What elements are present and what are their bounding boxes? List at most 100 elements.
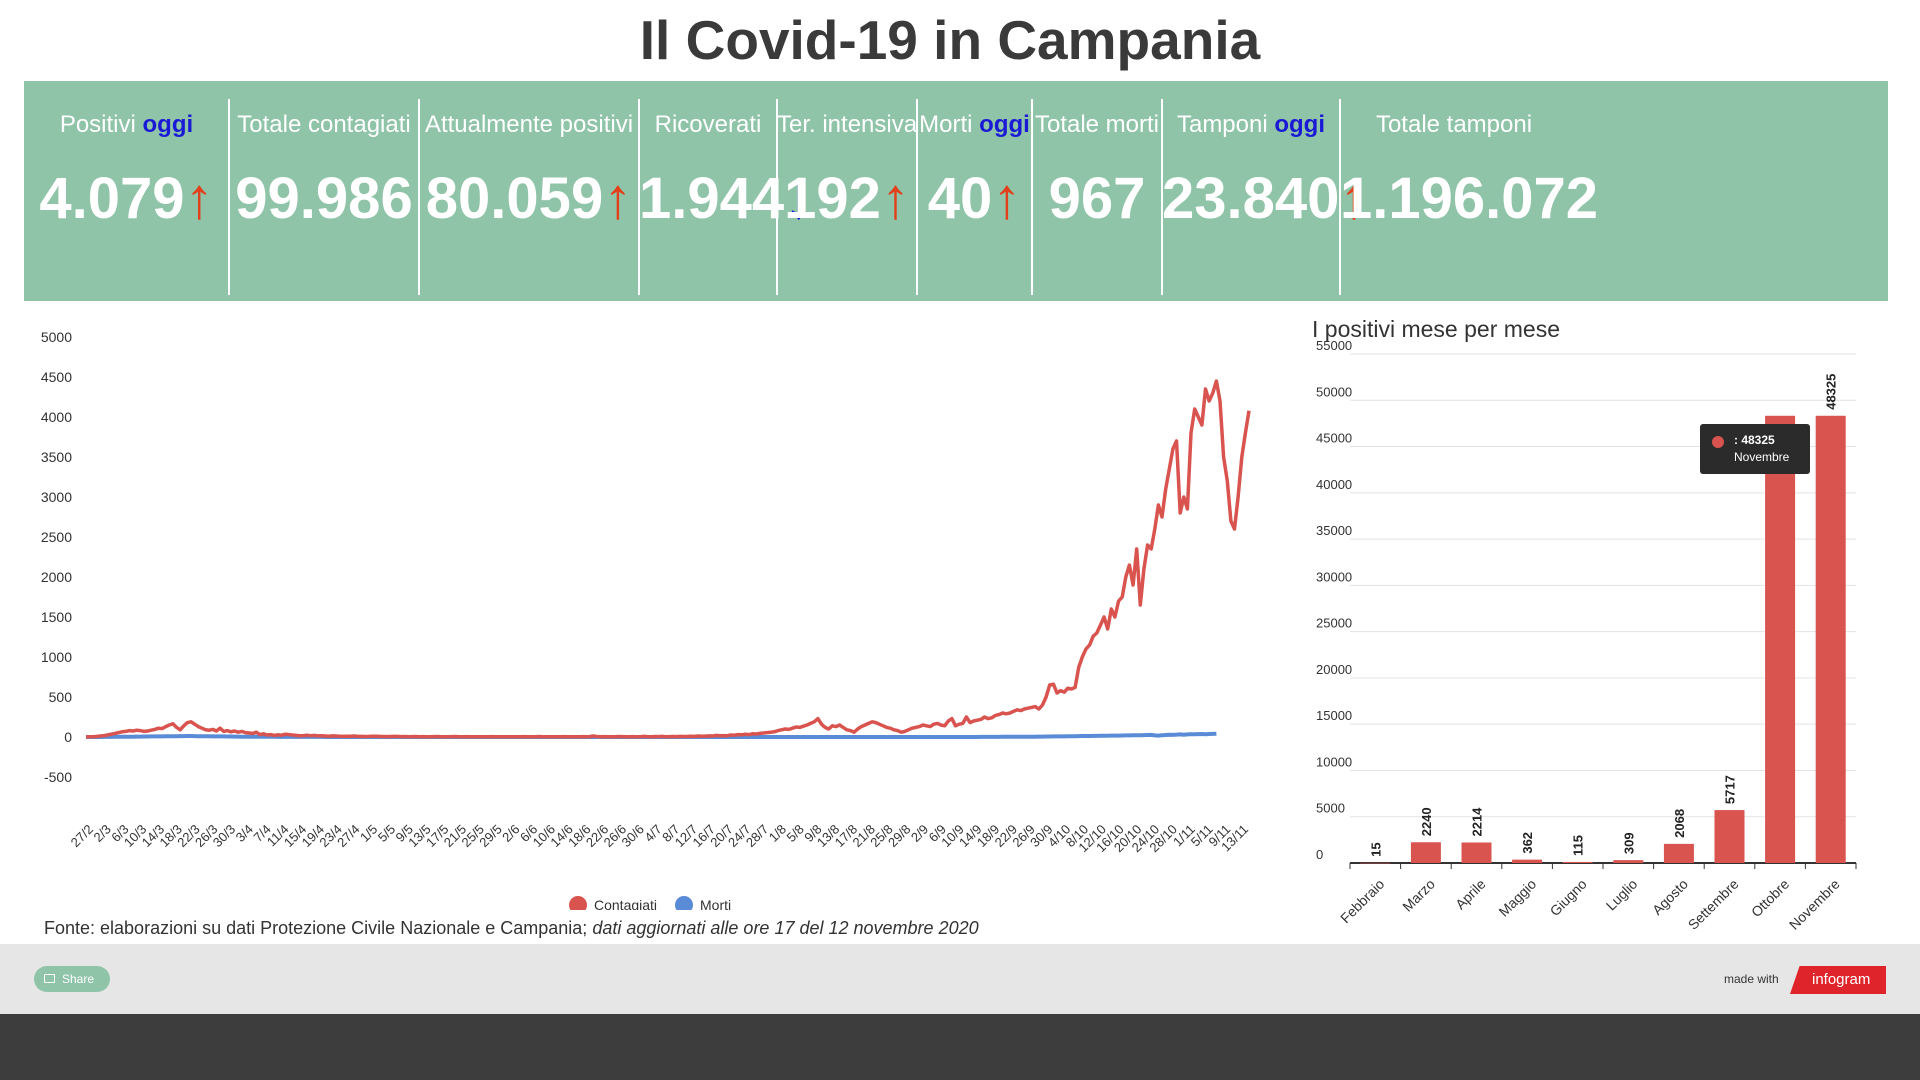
stat-oggi-label: oggi <box>1274 111 1326 138</box>
stat-1: Totale contagiati 99.986 <box>229 81 419 301</box>
stat-label: Ter. intensiva <box>777 111 917 139</box>
stat-value-text: 40 <box>927 166 993 231</box>
y-tick-label: 3000 <box>41 489 72 505</box>
y-tick-label: -500 <box>44 769 72 785</box>
bar-marzo <box>1410 842 1441 863</box>
stat-label: Totale contagiati <box>229 111 419 139</box>
stat-value-text: 80.059 <box>425 166 604 231</box>
y-tick-label: 5000 <box>1316 801 1345 816</box>
monthly-bar-chart: 0 5000 10000 15000 20000 25000 30000 35000 40000… <box>1316 338 1857 933</box>
bar-data-label: 309 <box>1621 832 1636 854</box>
x-category-label: Settembre <box>1685 876 1742 933</box>
tooltip-category: Novembre <box>1734 450 1790 464</box>
share-button[interactable]: Share <box>34 966 110 992</box>
footer-bar: Share made with infogram <box>0 944 1920 1014</box>
y-tick-label: 2500 <box>41 529 72 545</box>
y-tick-label: 20000 <box>1316 662 1352 677</box>
stat-7: Tamponi oggi 23.840↑ <box>1162 81 1368 301</box>
tooltip-dot <box>1712 436 1724 448</box>
legend-label: Morti <box>700 897 731 910</box>
y-tick-label: 35000 <box>1316 523 1352 538</box>
stat-value-text: 192 <box>784 166 881 231</box>
stat-label-text: Ricoverati <box>654 111 762 138</box>
stat-label: Ricoverati <box>639 111 777 139</box>
source-note: Fonte: elaborazioni su dati Protezione C… <box>44 918 979 939</box>
stat-label: Totale tamponi <box>1340 111 1568 139</box>
bar-data-label: 2240 <box>1419 807 1434 836</box>
stat-value: 80.059↑ <box>419 165 639 232</box>
stat-value-text: 23.840 <box>1162 166 1340 231</box>
stat-value-text: 967 <box>1048 166 1146 231</box>
stat-4: Ter. intensiva 192↑ <box>777 81 917 301</box>
x-category-label: Novembre <box>1786 876 1843 933</box>
stat-separator <box>418 99 420 295</box>
stat-value: 1.196.072 <box>1340 165 1598 232</box>
stat-label-text: Morti <box>919 111 973 138</box>
y-tick-label: 0 <box>64 729 72 745</box>
y-tick-label: 45000 <box>1316 431 1352 446</box>
bar-data-label: 5717 <box>1723 775 1738 804</box>
arrow-up-icon: ↑ <box>992 166 1022 231</box>
made-with-text: made with <box>1724 972 1779 986</box>
stat-label-text: Ter. intensiva <box>777 111 918 138</box>
stat-value: 40↑ <box>917 165 1032 232</box>
x-category-label: Maggio <box>1495 876 1539 920</box>
arrow-up-icon: ↑ <box>184 166 214 231</box>
y-tick-label: 10000 <box>1316 754 1352 769</box>
stat-oggi-label: oggi <box>979 111 1030 138</box>
bottom-bar <box>0 1014 1920 1080</box>
stat-value: 1.944↓ <box>639 165 813 232</box>
stat-value: 192↑ <box>777 165 917 232</box>
legend-marker-morti <box>675 896 693 910</box>
bar-agosto <box>1663 843 1694 863</box>
bar-tooltip: : 48325 Novembre <box>1700 424 1810 474</box>
stat-value: 99.986 <box>229 165 419 232</box>
stat-3: Ricoverati 1.944↓ <box>639 81 813 301</box>
stat-separator <box>1161 99 1163 295</box>
y-tick-label: 30000 <box>1316 569 1352 584</box>
stat-value-text: 1.196.072 <box>1340 166 1599 231</box>
y-tick-label: 500 <box>49 689 73 705</box>
bar-aprile <box>1461 842 1492 863</box>
stat-value-text: 99.986 <box>235 166 413 231</box>
source-text: Fonte: elaborazioni su dati Protezione C… <box>44 918 588 938</box>
bar-data-label: 2214 <box>1470 807 1485 837</box>
stat-separator <box>638 99 640 295</box>
x-category-label: Luglio <box>1603 876 1641 914</box>
stat-label: Tamponi oggi <box>1162 111 1340 139</box>
bar-giugno <box>1562 861 1593 863</box>
legend-label: Contagiati <box>594 897 657 910</box>
daily-line-chart: -500 0 500 1000 1500 2000 2500 3000 3500 4000 4500… <box>41 329 1251 910</box>
bar-settembre <box>1714 810 1745 863</box>
bar-maggio <box>1512 859 1543 863</box>
stat-separator <box>1031 99 1033 295</box>
bar-novembre <box>1815 415 1846 863</box>
bar-data-label: 115 <box>1571 835 1586 856</box>
stat-value-text: 1.944 <box>639 166 785 231</box>
bar-ottobre <box>1765 415 1796 863</box>
infogram-logo-link[interactable]: infogram <box>1790 966 1886 994</box>
stat-separator <box>228 99 230 295</box>
x-category-label: Marzo <box>1399 876 1438 915</box>
stat-label-text: Totale contagiati <box>237 111 411 138</box>
stat-label-text: Totale tamponi <box>1375 111 1533 138</box>
bar-febbraio <box>1360 862 1391 864</box>
legend-marker-contagiati <box>569 896 587 910</box>
bar-data-label: 48325 <box>1824 374 1839 410</box>
share-icon <box>44 974 55 983</box>
share-label: Share <box>62 972 95 986</box>
stat-label: Positivi oggi <box>24 111 229 139</box>
bar-luglio <box>1613 860 1644 863</box>
stat-6: Totale morti 967 <box>1032 81 1162 301</box>
bar-data-label: 2068 <box>1672 809 1687 838</box>
y-tick-label: 2000 <box>41 569 72 585</box>
stat-value-text: 4.079 <box>39 166 185 231</box>
y-tick-label: 0 <box>1316 847 1323 862</box>
stat-label: Morti oggi <box>917 111 1032 139</box>
arrow-up-icon: ↑ <box>880 166 910 231</box>
x-category-label: Ottobre <box>1748 876 1792 920</box>
stat-label-text: Tamponi <box>1176 111 1268 138</box>
y-tick-label: 15000 <box>1316 708 1352 723</box>
stat-separator <box>776 99 778 295</box>
